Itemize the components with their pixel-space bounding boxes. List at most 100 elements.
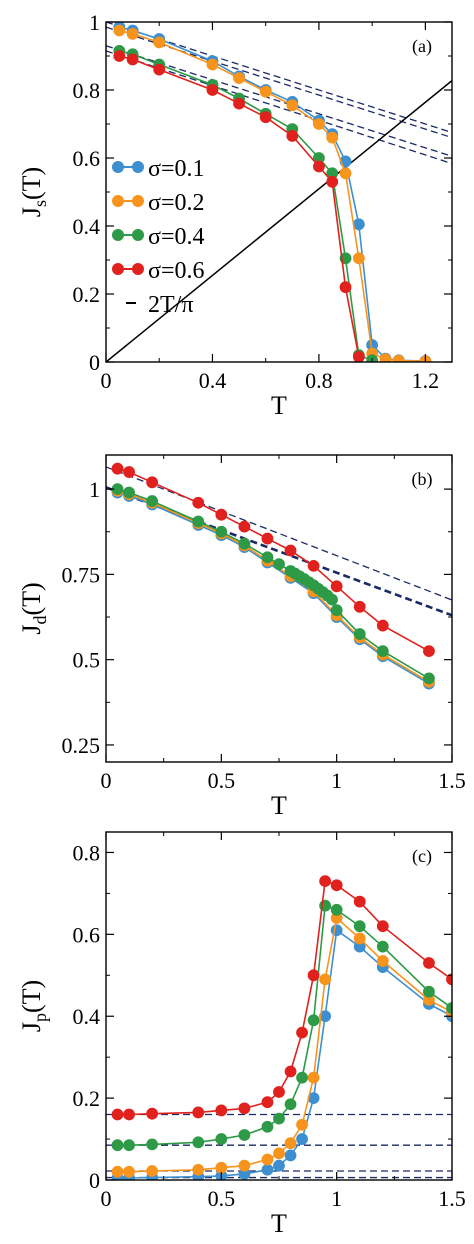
data-point [215, 525, 228, 538]
y-tick-label: 0.2 [73, 1086, 101, 1111]
data-point [339, 281, 352, 294]
data-point [192, 515, 205, 528]
y-tick-label: 0.4 [73, 214, 101, 239]
x-tick-label: 0 [101, 1186, 112, 1211]
data-point [296, 1071, 308, 1084]
data-point [123, 1165, 135, 1178]
data-point [284, 1149, 297, 1162]
data-point [286, 99, 299, 112]
data-point [146, 495, 159, 507]
data-point [259, 85, 272, 98]
data-point [313, 118, 325, 130]
panel-label: (c) [412, 846, 432, 867]
data-point [238, 520, 251, 533]
data-point [339, 167, 352, 180]
data-point [261, 1163, 274, 1176]
y-tick-label: 0 [89, 350, 100, 375]
plot-area [106, 875, 452, 1180]
legend-entry-sigma-0-4: σ=0.4 [112, 224, 204, 250]
panel-a: 0 0.4 0.8 1.200.20.40.60.81TJs(T)(a)σ=0.1σ=… [17, 10, 453, 420]
data-point [423, 957, 435, 969]
data-point [284, 1065, 297, 1078]
plot-area [106, 462, 452, 690]
data-point [233, 97, 245, 110]
data-point [126, 28, 139, 40]
y-tick-label: 0.6 [73, 146, 101, 171]
panel-label: (b) [412, 469, 433, 490]
data-point [296, 1118, 308, 1131]
data-point [273, 1147, 285, 1160]
data-point [153, 63, 166, 76]
x-tick-label: 0 [101, 368, 112, 393]
series-sigma-0-6 [111, 462, 435, 658]
y-tick-label: 0.2 [73, 282, 101, 307]
legend-entry-sigma-0-2: σ=0.2 [112, 190, 204, 216]
y-tick-label: 0.4 [73, 1004, 101, 1029]
series-line [117, 928, 452, 1179]
data-point [307, 559, 320, 572]
data-point [423, 645, 435, 658]
legend: σ=0.1 σ=0.2 σ=0.4 σ=0.6 2T/π [112, 156, 204, 318]
dashed-reference-line [106, 466, 452, 601]
panel-b: 0 0.5 1 1.5 0.25 0.5 0.75 1 T Jd(T) (b) [17, 454, 466, 820]
data-point [326, 593, 338, 606]
data-point [123, 486, 135, 499]
data-point [238, 1159, 251, 1172]
data-point [284, 544, 297, 557]
data-point [238, 1102, 251, 1115]
data-point [352, 218, 365, 231]
data-point [261, 551, 274, 564]
data-point [330, 580, 343, 593]
x-tick-label: 0.8 [305, 368, 333, 393]
x-tick-label: 0.5 [208, 1186, 236, 1211]
data-point [259, 111, 272, 124]
data-point [261, 1120, 274, 1133]
data-point [353, 895, 366, 908]
y-tick-label: 0.8 [73, 840, 101, 865]
legend-entry-sigma-0-6: σ=0.6 [112, 258, 204, 284]
data-point [215, 1104, 228, 1117]
data-point [238, 537, 251, 550]
data-point [273, 558, 285, 571]
legend-label: σ=0.2 [148, 190, 204, 216]
data-point [326, 175, 339, 188]
plot-area [106, 22, 452, 362]
data-point [423, 985, 435, 998]
axes-frame [105, 831, 453, 1181]
series-sigma-0-2 [113, 24, 432, 362]
data-point [376, 920, 389, 933]
data-point [113, 50, 126, 62]
data-point [146, 476, 159, 489]
data-point [192, 1136, 205, 1149]
data-point [126, 53, 139, 66]
y-tick-label: 0.5 [73, 648, 101, 673]
data-point [111, 1108, 124, 1121]
legend-label: σ=0.4 [148, 224, 204, 250]
y-tick-label: 1 [89, 477, 100, 502]
data-point [273, 1112, 285, 1125]
data-point [352, 252, 365, 265]
data-point [273, 1086, 285, 1098]
y-tick-label: 1 [89, 10, 100, 35]
data-point [313, 160, 325, 173]
legend-marker [112, 229, 124, 241]
x-axis-label: T [271, 391, 287, 420]
x-tick-label: 1 [331, 1186, 342, 1211]
legend-label: σ=0.6 [148, 258, 204, 284]
data-point [330, 903, 343, 916]
data-point [261, 1153, 274, 1166]
data-point [146, 1107, 159, 1120]
legend-marker [132, 161, 144, 173]
x-tick-label: 0.5 [208, 768, 236, 793]
data-point [238, 1129, 251, 1141]
y-axis-label: Js(T) [17, 167, 50, 217]
data-point [123, 466, 135, 478]
data-point [215, 1133, 228, 1145]
panel-label: (a) [412, 36, 432, 57]
data-point [330, 879, 343, 892]
data-point [330, 604, 343, 617]
legend-marker [112, 161, 124, 173]
y-tick-label: 0.25 [62, 733, 101, 758]
data-point [376, 940, 389, 953]
data-point [353, 932, 366, 945]
